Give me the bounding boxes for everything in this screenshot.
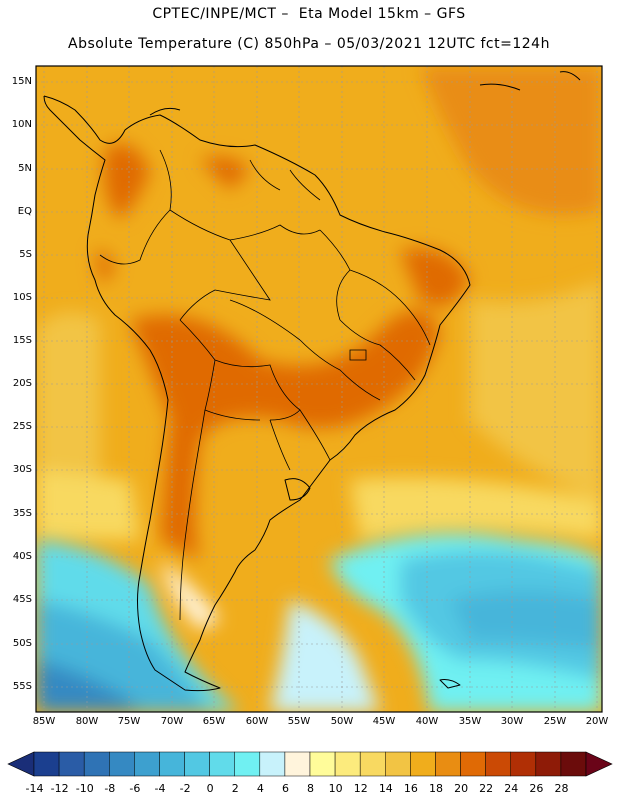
colorbar-swatch (159, 751, 185, 777)
temperature-map (35, 65, 603, 713)
colorbar-swatch (83, 751, 110, 777)
colorbar-label: -12 (50, 782, 69, 795)
colorbar-swatch (435, 751, 461, 777)
colorbar-swatch (259, 751, 286, 777)
lat-label: 40S (12, 551, 32, 562)
lon-label: 30W (500, 716, 524, 727)
lon-label: 20W (585, 716, 609, 727)
temperature-colorbar (7, 751, 613, 777)
colorbar-swatch (184, 751, 210, 777)
country-borders (99, 149, 431, 621)
colorbar-label: -10 (75, 782, 94, 795)
colorbar-swatch (560, 751, 587, 777)
lat-label: 10S (12, 292, 32, 303)
colorbar-label: -14 (25, 782, 44, 795)
colorbar-label: 16 (403, 782, 418, 795)
lon-label: 70W (160, 716, 184, 727)
map-frame (35, 65, 603, 713)
lon-label: 60W (245, 716, 269, 727)
map-title-line-2: Absolute Temperature (C) 850hPa – 05/03/… (68, 36, 550, 52)
lat-label: 30S (12, 464, 32, 475)
colorbar-label: 28 (554, 782, 569, 795)
lat-label: 10N (11, 119, 32, 130)
lat-label: 20S (12, 378, 32, 389)
map-title-line-1: CPTEC/INPE/MCT – Eta Model 15km – GFS (152, 6, 466, 22)
colorbar-label: 22 (479, 782, 494, 795)
colorbar-swatch (334, 751, 361, 777)
colorbar-label: 8 (307, 782, 315, 795)
lat-label: 55S (12, 681, 32, 692)
lon-label: 25W (543, 716, 567, 727)
colorbar-swatch (385, 751, 411, 777)
colorbar-swatch (359, 751, 386, 777)
lat-label: 15N (11, 76, 32, 87)
colorbar-label: 10 (328, 782, 343, 795)
colorbar-swatch (209, 751, 235, 777)
lon-label: 80W (75, 716, 99, 727)
colorbar-swatch (460, 751, 486, 777)
colorbar-label: 2 (231, 782, 239, 795)
colorbar-label: -6 (129, 782, 141, 795)
colorbar-label: 4 (256, 782, 264, 795)
colorbar-swatch (485, 751, 511, 777)
lat-label: 50S (12, 638, 32, 649)
colorbar-swatch (410, 751, 436, 777)
colorbar-swatch (33, 751, 60, 777)
lon-label: 45W (372, 716, 396, 727)
colorbar-label: -4 (154, 782, 166, 795)
temperature-field (36, 66, 602, 712)
colorbar-swatches (33, 751, 587, 777)
colorbar-swatch (284, 751, 311, 777)
lon-label: 65W (202, 716, 226, 727)
lat-label: 35S (12, 508, 32, 519)
lat-label: 25S (12, 421, 32, 432)
colorbar-swatch (309, 751, 336, 777)
colorbar-swatch (234, 751, 261, 777)
colorbar-swatch (535, 751, 562, 777)
colorbar-label: -8 (104, 782, 116, 795)
graticule (36, 66, 602, 712)
lat-label: EQ (17, 206, 32, 217)
lat-label: 5N (18, 163, 32, 174)
colorbar-label: 26 (529, 782, 544, 795)
lon-label: 75W (117, 716, 141, 727)
colorbar-label: 0 (206, 782, 214, 795)
lon-label: 40W (415, 716, 439, 727)
colorbar-left-arrow (7, 751, 35, 777)
colorbar-label: -2 (179, 782, 191, 795)
lat-label: 45S (12, 594, 32, 605)
colorbar-label: 6 (281, 782, 289, 795)
lat-label: 15S (12, 335, 32, 346)
colorbar-swatch (58, 751, 85, 777)
coastlines (43, 71, 581, 692)
colorbar-swatch (109, 751, 135, 777)
colorbar-label: 18 (429, 782, 443, 795)
colorbar-label: 24 (504, 782, 519, 795)
lat-label: 5S (19, 249, 32, 260)
colorbar-label: 20 (454, 782, 469, 795)
lon-label: 55W (287, 716, 311, 727)
lon-label: 85W (32, 716, 56, 727)
colorbar-label: 14 (378, 782, 393, 795)
colorbar-label: 12 (353, 782, 368, 795)
lon-label: 50W (330, 716, 354, 727)
colorbar-right-arrow (585, 751, 613, 777)
colorbar-swatch (134, 751, 160, 777)
lon-label: 35W (458, 716, 482, 727)
colorbar-swatch (510, 751, 537, 777)
